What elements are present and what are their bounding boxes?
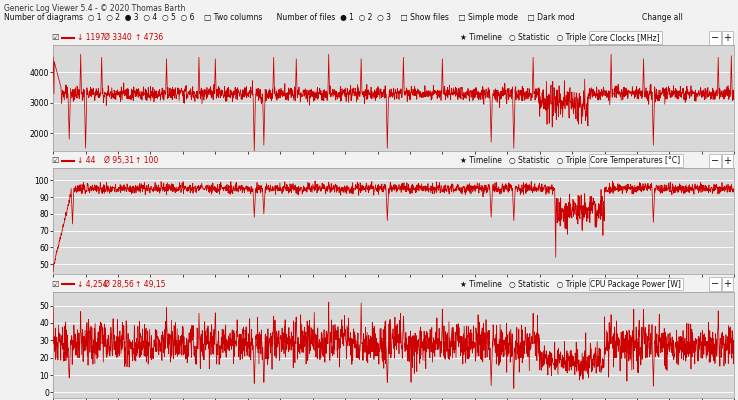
Text: +: + xyxy=(723,33,731,43)
Text: ☑: ☑ xyxy=(51,156,58,165)
Text: ↑ 100: ↑ 100 xyxy=(135,156,159,165)
Text: Core Clocks [MHz]: Core Clocks [MHz] xyxy=(590,33,660,42)
Text: ↓ 4,254: ↓ 4,254 xyxy=(77,280,107,288)
Text: −: − xyxy=(711,279,720,289)
Text: +: + xyxy=(723,156,731,166)
Text: ↑ 49,15: ↑ 49,15 xyxy=(135,280,165,288)
Text: Core Temperatures [°C]: Core Temperatures [°C] xyxy=(590,156,680,165)
Text: ↓ 44: ↓ 44 xyxy=(77,156,95,165)
Text: ☑: ☑ xyxy=(51,280,58,288)
Text: Change all: Change all xyxy=(642,13,683,22)
Text: Ø 28,56: Ø 28,56 xyxy=(104,280,134,288)
Text: ↑ 4736: ↑ 4736 xyxy=(135,33,163,42)
Text: Ø 95,31: Ø 95,31 xyxy=(104,156,134,165)
Text: CPU Package Power [W]: CPU Package Power [W] xyxy=(590,280,681,288)
Text: ↓ 1197: ↓ 1197 xyxy=(77,33,105,42)
Text: Ø 3340: Ø 3340 xyxy=(104,33,132,42)
Text: +: + xyxy=(723,279,731,289)
Text: ★ Timeline   ○ Statistic   ○ Triple: ★ Timeline ○ Statistic ○ Triple xyxy=(461,280,587,288)
Text: Generic Log Viewer 5.4 - © 2020 Thomas Barth: Generic Log Viewer 5.4 - © 2020 Thomas B… xyxy=(4,4,185,13)
Text: −: − xyxy=(711,156,720,166)
Text: ★ Timeline   ○ Statistic   ○ Triple: ★ Timeline ○ Statistic ○ Triple xyxy=(461,33,587,42)
Text: Number of diagrams  ○ 1  ○ 2  ● 3  ○ 4  ○ 5  ○ 6    □ Two columns      Number of: Number of diagrams ○ 1 ○ 2 ● 3 ○ 4 ○ 5 ○… xyxy=(4,13,574,22)
Text: ★ Timeline   ○ Statistic   ○ Triple: ★ Timeline ○ Statistic ○ Triple xyxy=(461,156,587,165)
Text: ☑: ☑ xyxy=(51,33,58,42)
Text: −: − xyxy=(711,33,720,43)
